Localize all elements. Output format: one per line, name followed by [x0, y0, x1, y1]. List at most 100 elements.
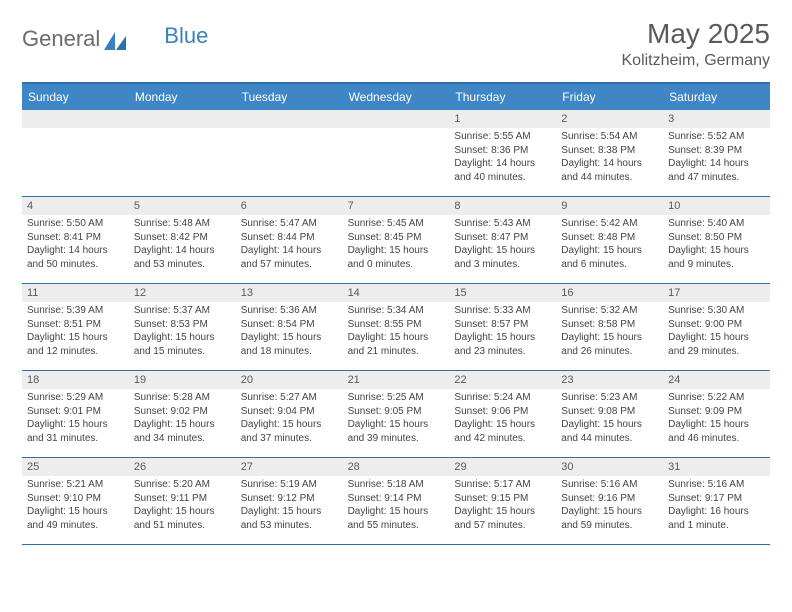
day-number: 1 [449, 110, 556, 128]
day-info: Sunrise: 5:27 AMSunset: 9:04 PMDaylight:… [236, 389, 343, 449]
location-text: Kolitzheim, Germany [622, 52, 771, 70]
day-number: 26 [129, 458, 236, 476]
dow-header: Wednesday [343, 84, 450, 110]
day-info: Sunrise: 5:42 AMSunset: 8:48 PMDaylight:… [556, 215, 663, 275]
calendar-cell: 27Sunrise: 5:19 AMSunset: 9:12 PMDayligh… [236, 458, 343, 544]
calendar-cell: 23Sunrise: 5:23 AMSunset: 9:08 PMDayligh… [556, 371, 663, 457]
day-info: Sunrise: 5:50 AMSunset: 8:41 PMDaylight:… [22, 215, 129, 275]
day-info: Sunrise: 5:36 AMSunset: 8:54 PMDaylight:… [236, 302, 343, 362]
calendar-cell: 8Sunrise: 5:43 AMSunset: 8:47 PMDaylight… [449, 197, 556, 283]
day-number: 30 [556, 458, 663, 476]
day-number: 22 [449, 371, 556, 389]
day-number: 29 [449, 458, 556, 476]
day-info: Sunrise: 5:45 AMSunset: 8:45 PMDaylight:… [343, 215, 450, 275]
day-info: Sunrise: 5:43 AMSunset: 8:47 PMDaylight:… [449, 215, 556, 275]
day-number: 13 [236, 284, 343, 302]
week-separator [22, 544, 770, 545]
brand-part2: Blue [164, 23, 208, 49]
day-number: 6 [236, 197, 343, 215]
calendar-cell: 30Sunrise: 5:16 AMSunset: 9:16 PMDayligh… [556, 458, 663, 544]
day-info: Sunrise: 5:47 AMSunset: 8:44 PMDaylight:… [236, 215, 343, 275]
day-number: 10 [663, 197, 770, 215]
calendar-cell: 7Sunrise: 5:45 AMSunset: 8:45 PMDaylight… [343, 197, 450, 283]
day-info: Sunrise: 5:20 AMSunset: 9:11 PMDaylight:… [129, 476, 236, 536]
day-number: 20 [236, 371, 343, 389]
day-info: Sunrise: 5:19 AMSunset: 9:12 PMDaylight:… [236, 476, 343, 536]
day-info: Sunrise: 5:21 AMSunset: 9:10 PMDaylight:… [22, 476, 129, 536]
calendar-cell: 31Sunrise: 5:16 AMSunset: 9:17 PMDayligh… [663, 458, 770, 544]
day-number: 5 [129, 197, 236, 215]
day-info: Sunrise: 5:55 AMSunset: 8:36 PMDaylight:… [449, 128, 556, 188]
day-number: 12 [129, 284, 236, 302]
day-number: 23 [556, 371, 663, 389]
day-number: 4 [22, 197, 129, 215]
calendar-cell: 24Sunrise: 5:22 AMSunset: 9:09 PMDayligh… [663, 371, 770, 457]
day-info: Sunrise: 5:28 AMSunset: 9:02 PMDaylight:… [129, 389, 236, 449]
day-info: Sunrise: 5:16 AMSunset: 9:17 PMDaylight:… [663, 476, 770, 536]
calendar-cell [22, 110, 129, 196]
calendar-cell: 20Sunrise: 5:27 AMSunset: 9:04 PMDayligh… [236, 371, 343, 457]
day-number [129, 110, 236, 128]
calendar-cell: 21Sunrise: 5:25 AMSunset: 9:05 PMDayligh… [343, 371, 450, 457]
calendar-cell: 26Sunrise: 5:20 AMSunset: 9:11 PMDayligh… [129, 458, 236, 544]
day-info: Sunrise: 5:34 AMSunset: 8:55 PMDaylight:… [343, 302, 450, 362]
day-number: 25 [22, 458, 129, 476]
day-number: 18 [22, 371, 129, 389]
calendar-cell: 3Sunrise: 5:52 AMSunset: 8:39 PMDaylight… [663, 110, 770, 196]
day-number: 17 [663, 284, 770, 302]
day-info: Sunrise: 5:33 AMSunset: 8:57 PMDaylight:… [449, 302, 556, 362]
day-number: 16 [556, 284, 663, 302]
calendar-cell: 15Sunrise: 5:33 AMSunset: 8:57 PMDayligh… [449, 284, 556, 370]
calendar-cell: 5Sunrise: 5:48 AMSunset: 8:42 PMDaylight… [129, 197, 236, 283]
calendar-cell: 17Sunrise: 5:30 AMSunset: 9:00 PMDayligh… [663, 284, 770, 370]
day-info: Sunrise: 5:40 AMSunset: 8:50 PMDaylight:… [663, 215, 770, 275]
day-info: Sunrise: 5:29 AMSunset: 9:01 PMDaylight:… [22, 389, 129, 449]
day-number [22, 110, 129, 128]
dow-header: Sunday [22, 84, 129, 110]
day-number: 14 [343, 284, 450, 302]
calendar-cell: 16Sunrise: 5:32 AMSunset: 8:58 PMDayligh… [556, 284, 663, 370]
calendar-cell: 1Sunrise: 5:55 AMSunset: 8:36 PMDaylight… [449, 110, 556, 196]
calendar-cell: 18Sunrise: 5:29 AMSunset: 9:01 PMDayligh… [22, 371, 129, 457]
calendar-cell: 6Sunrise: 5:47 AMSunset: 8:44 PMDaylight… [236, 197, 343, 283]
calendar-cell: 29Sunrise: 5:17 AMSunset: 9:15 PMDayligh… [449, 458, 556, 544]
day-info: Sunrise: 5:18 AMSunset: 9:14 PMDaylight:… [343, 476, 450, 536]
brand-logo: General Blue [22, 18, 208, 52]
day-number: 2 [556, 110, 663, 128]
calendar-cell: 19Sunrise: 5:28 AMSunset: 9:02 PMDayligh… [129, 371, 236, 457]
calendar-cell: 9Sunrise: 5:42 AMSunset: 8:48 PMDaylight… [556, 197, 663, 283]
calendar-cell: 14Sunrise: 5:34 AMSunset: 8:55 PMDayligh… [343, 284, 450, 370]
calendar-cell: 10Sunrise: 5:40 AMSunset: 8:50 PMDayligh… [663, 197, 770, 283]
day-number: 11 [22, 284, 129, 302]
day-info: Sunrise: 5:54 AMSunset: 8:38 PMDaylight:… [556, 128, 663, 188]
dow-header: Saturday [663, 84, 770, 110]
calendar-cell: 25Sunrise: 5:21 AMSunset: 9:10 PMDayligh… [22, 458, 129, 544]
day-number: 15 [449, 284, 556, 302]
calendar-cell: 13Sunrise: 5:36 AMSunset: 8:54 PMDayligh… [236, 284, 343, 370]
day-info: Sunrise: 5:25 AMSunset: 9:05 PMDaylight:… [343, 389, 450, 449]
day-number: 19 [129, 371, 236, 389]
calendar-cell: 28Sunrise: 5:18 AMSunset: 9:14 PMDayligh… [343, 458, 450, 544]
day-info: Sunrise: 5:17 AMSunset: 9:15 PMDaylight:… [449, 476, 556, 536]
day-number [236, 110, 343, 128]
calendar-cell: 2Sunrise: 5:54 AMSunset: 8:38 PMDaylight… [556, 110, 663, 196]
day-number [343, 110, 450, 128]
calendar-cell [236, 110, 343, 196]
calendar-cell [129, 110, 236, 196]
day-number: 8 [449, 197, 556, 215]
day-info: Sunrise: 5:24 AMSunset: 9:06 PMDaylight:… [449, 389, 556, 449]
day-info: Sunrise: 5:39 AMSunset: 8:51 PMDaylight:… [22, 302, 129, 362]
calendar-grid: SundayMondayTuesdayWednesdayThursdayFrid… [22, 82, 770, 545]
day-info: Sunrise: 5:30 AMSunset: 9:00 PMDaylight:… [663, 302, 770, 362]
day-info: Sunrise: 5:48 AMSunset: 8:42 PMDaylight:… [129, 215, 236, 275]
day-number: 9 [556, 197, 663, 215]
day-info: Sunrise: 5:37 AMSunset: 8:53 PMDaylight:… [129, 302, 236, 362]
day-number: 24 [663, 371, 770, 389]
day-info: Sunrise: 5:52 AMSunset: 8:39 PMDaylight:… [663, 128, 770, 188]
day-number: 7 [343, 197, 450, 215]
brand-part1: General [22, 26, 100, 52]
page-title: May 2025 [622, 18, 771, 50]
dow-header: Friday [556, 84, 663, 110]
day-number: 21 [343, 371, 450, 389]
day-info: Sunrise: 5:23 AMSunset: 9:08 PMDaylight:… [556, 389, 663, 449]
